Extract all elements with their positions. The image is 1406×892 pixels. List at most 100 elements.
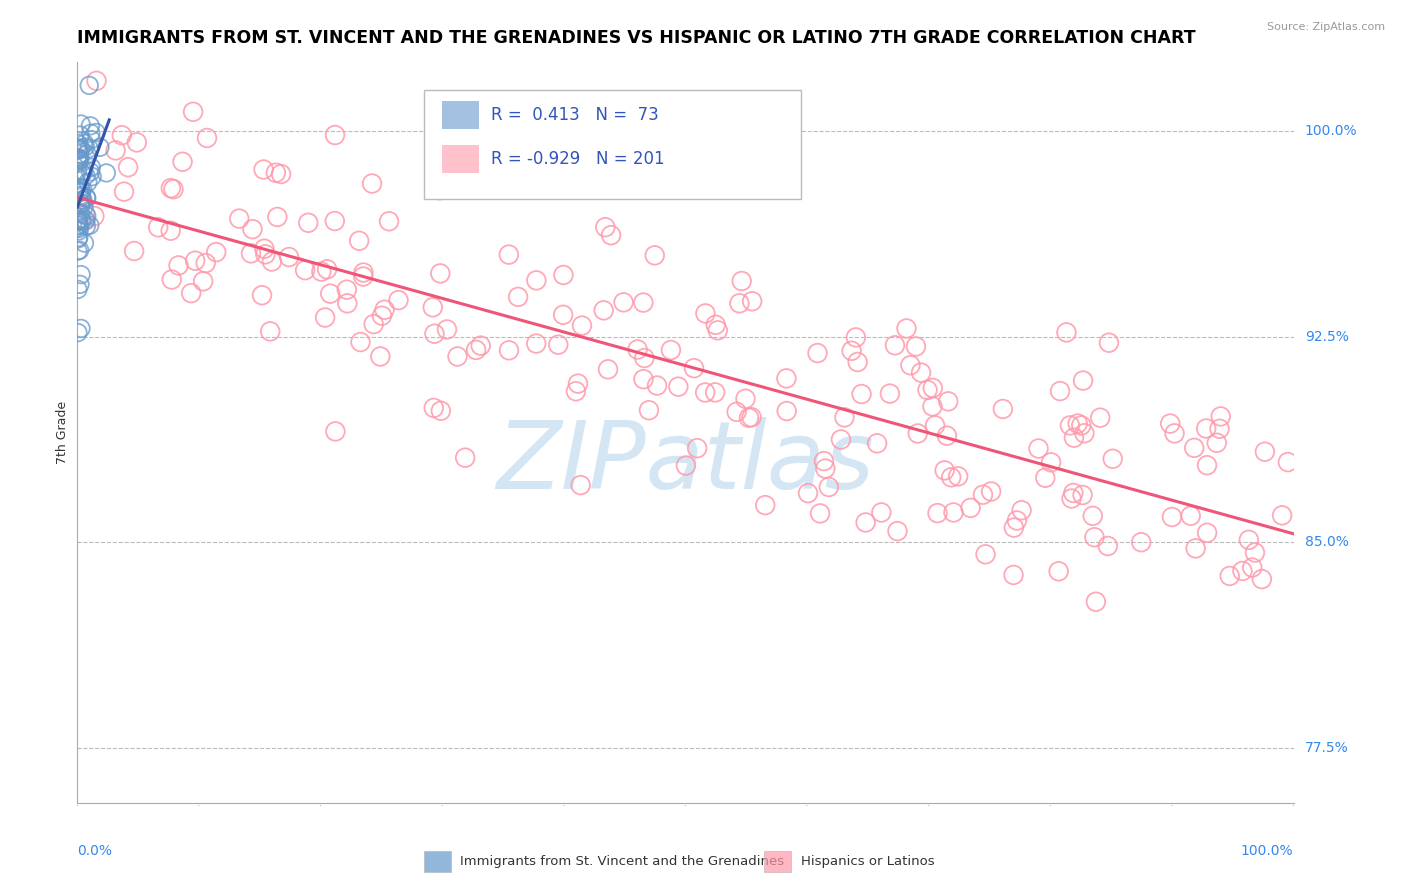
Point [1197,525,1219,540]
Point [567,376,589,391]
Point [96,166,118,180]
Point [695,385,717,400]
Point [633,295,655,310]
Point [67,224,90,238]
Point [69,198,91,212]
Point [167,259,190,273]
Point [1208,422,1230,436]
Point [70,188,93,202]
Point [917,383,939,397]
Point [66,244,89,259]
Point [855,516,877,530]
Point [571,318,593,333]
Point [69,244,91,258]
Point [323,214,346,228]
Point [731,274,754,288]
Point [1083,530,1105,544]
Point [69,198,91,212]
Point [1184,541,1206,556]
Point [181,104,204,119]
Point [596,362,619,376]
Point [84,126,107,140]
Point [910,366,932,380]
Point [900,358,922,372]
Point [1049,384,1071,398]
Point [1097,539,1119,553]
Point [776,404,799,418]
Point [633,372,655,386]
Bar [441,101,478,129]
Point [907,426,929,441]
Point [429,267,451,281]
Point [1159,417,1181,431]
Point [82,169,104,184]
Text: 85.0%: 85.0% [1305,535,1348,549]
Point [1062,486,1084,500]
Point [86,74,108,88]
Point [851,387,873,401]
Bar [425,851,451,871]
Point [162,182,184,196]
Point [278,250,301,264]
Point [695,306,717,320]
Point [797,486,820,500]
Point [160,272,183,286]
Text: 77.5%: 77.5% [1305,741,1348,755]
Point [112,185,135,199]
Y-axis label: 7th Grade: 7th Grade [56,401,69,464]
Point [325,425,347,439]
Point [1130,535,1153,549]
Point [633,351,655,365]
Point [117,160,139,174]
Text: 100.0%: 100.0% [1305,124,1357,138]
Point [1060,491,1083,506]
Point [323,128,346,142]
Point [297,216,319,230]
Point [260,254,283,268]
Point [846,355,869,369]
Point [80,132,103,146]
Point [184,253,207,268]
Text: R = -0.929   N = 201: R = -0.929 N = 201 [491,151,665,169]
Point [974,547,997,561]
Point [72,194,94,208]
Point [79,119,101,133]
Point [67,230,90,244]
Point [446,350,468,364]
Point [775,371,797,385]
Text: IMMIGRANTS FROM ST. VINCENT AND THE GRENADINES VS HISPANIC OR LATINO 7TH GRADE C: IMMIGRANTS FROM ST. VINCENT AND THE GREN… [77,29,1197,47]
Point [1219,569,1241,583]
Point [180,286,202,301]
Point [470,338,492,352]
Point [66,150,89,164]
Point [352,269,374,284]
Point [921,381,943,395]
Point [936,394,959,409]
Point [1073,426,1095,441]
Point [66,214,89,228]
Point [70,212,93,227]
Point [69,277,91,292]
Point [1081,508,1104,523]
Point [72,182,94,196]
Point [1101,451,1123,466]
Point [70,142,93,156]
Text: Immigrants from St. Vincent and the Grenadines: Immigrants from St. Vincent and the Gren… [460,855,785,868]
Point [191,274,214,288]
Point [830,433,852,447]
Point [1090,410,1112,425]
Point [626,343,648,357]
Point [946,469,969,483]
Point [67,232,90,246]
Point [67,144,90,158]
Point [1161,510,1184,524]
Point [69,195,91,210]
Point [259,325,281,339]
Point [77,78,100,93]
Point [67,219,90,233]
Point [741,410,763,425]
Point [76,147,98,161]
Point [941,470,963,484]
Point [294,263,316,277]
Point [148,220,170,235]
